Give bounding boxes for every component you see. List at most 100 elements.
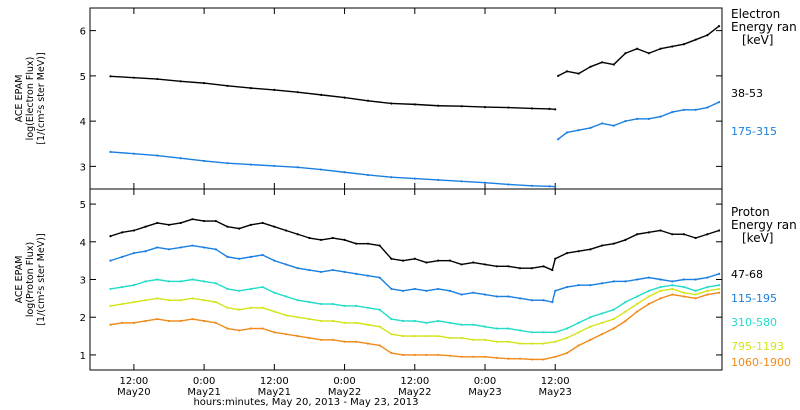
series-segment xyxy=(356,273,369,277)
series-segment xyxy=(637,231,649,235)
series-segment xyxy=(578,326,591,333)
series-segment xyxy=(519,329,532,333)
series-segment xyxy=(706,25,720,36)
data-point xyxy=(717,284,721,287)
series-segment xyxy=(274,331,287,335)
series-segment xyxy=(262,327,275,333)
series-segment xyxy=(660,293,673,300)
series-segment xyxy=(672,43,685,48)
series-segment xyxy=(590,333,603,341)
series-segment xyxy=(157,78,181,83)
series-segment xyxy=(601,327,615,335)
series-segment xyxy=(578,127,591,131)
data-point xyxy=(717,25,721,28)
series-segment xyxy=(484,293,497,298)
series-segment xyxy=(625,295,638,303)
y-tick-label: 3 xyxy=(80,162,86,173)
series-segment xyxy=(660,284,673,288)
x-tick-label-time: 0:00 xyxy=(474,376,496,387)
series-segment xyxy=(672,278,685,283)
y-axis-label-line: log(Proton Flux) xyxy=(25,242,36,317)
series-segment xyxy=(321,269,333,273)
series-segment xyxy=(274,226,287,232)
y-tick-label: 2 xyxy=(80,313,86,324)
series-segment xyxy=(274,292,287,298)
series-segment xyxy=(695,34,708,41)
series-segment xyxy=(555,337,568,343)
data-point xyxy=(717,272,721,275)
series-segment xyxy=(551,290,556,303)
series-segment xyxy=(566,250,579,254)
series-segment xyxy=(180,80,205,84)
series-segment xyxy=(625,303,638,313)
series-segment xyxy=(438,354,450,357)
series-segment xyxy=(578,316,591,324)
series-segment xyxy=(227,307,240,311)
series-segment xyxy=(557,70,568,77)
series-segment xyxy=(192,244,205,249)
series-segment xyxy=(309,237,322,241)
series-segment xyxy=(285,295,298,301)
series-segment xyxy=(274,89,298,93)
series-segment xyxy=(391,176,415,180)
series-segment xyxy=(110,231,123,237)
series-segment xyxy=(274,165,298,168)
data-point xyxy=(554,185,557,188)
series-segment xyxy=(566,70,579,75)
series-segment xyxy=(695,286,708,292)
series-segment xyxy=(601,280,614,284)
series-segment xyxy=(379,344,392,354)
series-segment xyxy=(566,284,579,288)
series-segment xyxy=(590,322,603,328)
series-segment xyxy=(122,301,135,305)
panel-electron: 3 4 5 6 ACE EPAM log(Electron Flux) [1/(cm²s s… xyxy=(14,7,797,190)
series-segment xyxy=(168,222,181,226)
y-tick-label: 5 xyxy=(80,200,86,211)
series-segment xyxy=(543,299,553,303)
series-segment xyxy=(203,246,216,251)
series-segment xyxy=(484,356,497,359)
series-segment xyxy=(297,166,322,171)
series-segment xyxy=(122,229,135,234)
series-segment xyxy=(484,181,509,186)
series-segment xyxy=(414,258,427,264)
series-segment xyxy=(601,309,614,315)
y-tick-label: 4 xyxy=(80,117,86,128)
series-segment xyxy=(637,276,649,281)
series-segment xyxy=(367,324,380,328)
series-segment xyxy=(145,297,158,301)
series-segment xyxy=(566,129,579,134)
series-segment xyxy=(531,265,544,269)
series-segment xyxy=(215,282,228,290)
series-segment xyxy=(110,151,134,155)
series-segment xyxy=(297,316,310,320)
series-segment xyxy=(695,293,708,300)
series-segment xyxy=(613,310,626,320)
series-segment xyxy=(227,256,240,260)
series-segment xyxy=(122,284,135,288)
series-segment xyxy=(344,239,357,245)
series-segment xyxy=(438,320,451,324)
series-segment xyxy=(449,290,462,296)
series-segment xyxy=(145,222,158,228)
series-segment xyxy=(695,290,708,296)
series-segment xyxy=(648,297,661,305)
series-segment xyxy=(601,242,614,247)
series-segment xyxy=(648,115,661,120)
data-point xyxy=(554,108,557,111)
series-segment xyxy=(133,299,146,303)
series-segment xyxy=(332,320,345,324)
series-segment xyxy=(215,322,228,330)
x-tick-label-date: May22 xyxy=(328,387,361,398)
series-segment xyxy=(508,265,521,269)
series-segment xyxy=(332,303,345,307)
series-segment xyxy=(449,259,462,266)
series-segment xyxy=(344,271,357,275)
series-segment xyxy=(239,224,252,230)
series-segment xyxy=(239,307,252,311)
y-tick-label: 1 xyxy=(80,351,86,362)
series-segment xyxy=(133,76,158,80)
series-segment xyxy=(367,242,380,247)
series-segment xyxy=(332,269,345,273)
series-segment xyxy=(683,292,696,296)
